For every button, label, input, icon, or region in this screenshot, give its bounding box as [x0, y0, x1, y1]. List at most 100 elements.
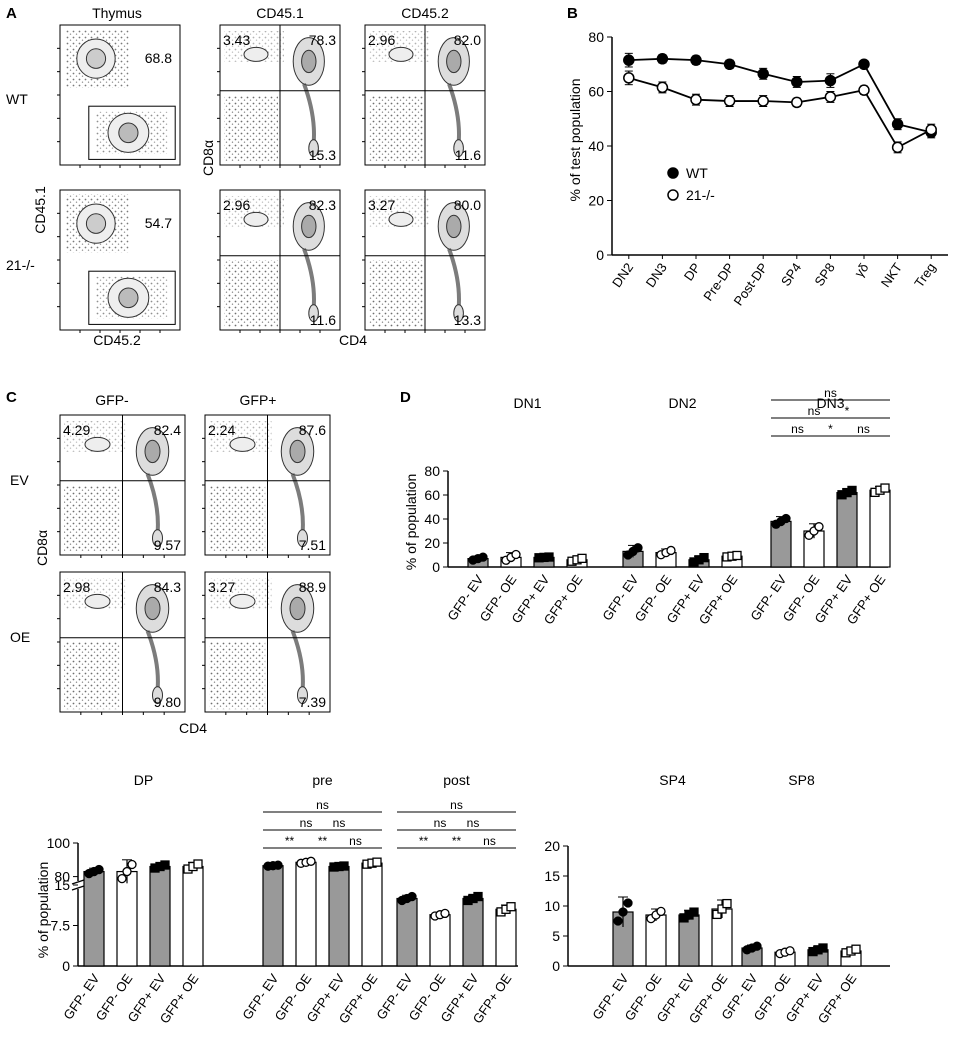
chart-d-bl-sig-label: ns [300, 816, 313, 830]
flow-quad-ur-value: 82.0 [454, 32, 481, 48]
panel-label-a: A [6, 5, 17, 22]
chart-b-point [858, 58, 870, 70]
flow-c-quad-r0c0-cluster-sp4 [152, 529, 163, 548]
chart-d-top-ytick-label: 20 [424, 535, 440, 551]
chart-b-legend-marker [667, 189, 679, 201]
panel-a-xlabel-cd452: CD45.2 [93, 332, 141, 348]
flow-a-thymus-r0-cluster-upper-core [85, 48, 107, 69]
flow-a-quad-r1c2-cluster-sp8 [388, 211, 414, 227]
flow-a-quad-r0c2-scatter-dn [369, 95, 423, 163]
flow-a-quad-r0c2-cluster-sp4 [453, 139, 464, 158]
chart-b-series-line-0 [628, 57, 932, 134]
panel-c-row-label-oe: OE [10, 629, 30, 645]
chart-d-bl-bar [396, 897, 418, 967]
flow-a-thymus-r0: 68.8 [57, 24, 181, 168]
chart-d-top-dot [544, 552, 554, 562]
chart-d-bl-bar [295, 861, 317, 967]
chart-d-bl-bar [495, 908, 517, 967]
flow-a-quad-r0c2-cluster-sp8 [388, 46, 414, 62]
chart-d-br-dot [722, 898, 732, 909]
flow-a-quad-r0c1-tail-sp4 [302, 83, 316, 145]
flow-a-quad-r1c1-cluster-dp-core [301, 214, 317, 239]
flow-c-quad-r0c0-cluster-dp-core [144, 439, 161, 464]
chart-b-ytick-label: 40 [588, 138, 604, 154]
flow-c-quad-r1c1-cluster-dp-core [289, 596, 306, 621]
chart-d-top-sig-label: ns [857, 422, 870, 436]
chart-d-bl-sig-label: ** [452, 834, 462, 848]
chart-d-top-dot [478, 552, 488, 562]
chart-d-br-dot [613, 916, 623, 926]
chart-b-point [723, 58, 736, 70]
panel-a-plots: 68.8 3.43 78.3 15.3 2.96 82.0 11.6 54.7 2.96 82.3… [57, 24, 486, 333]
chart-d-top-sig-label: * [828, 422, 833, 436]
chart-d-br-ytick-label: 15 [544, 868, 560, 884]
flow-a-quad-r1c2: 3.27 80.0 13.3 [362, 189, 486, 333]
panel-c-xlabel-cd4: CD4 [179, 720, 207, 736]
chart-d-bl-ytick-label: 7.5 [51, 918, 71, 934]
chart-b-point [791, 76, 803, 88]
chart-d-top-dot [666, 545, 676, 556]
flow-a-thymus-r0-cluster-lower-core [118, 122, 139, 144]
chart-d-br-ytick-label: 5 [552, 928, 560, 944]
chart-d-bl-sig-label: ns [316, 798, 329, 812]
flow-quad-ur-value: 84.3 [154, 579, 181, 595]
chart-d-top-sig-label: ns [808, 404, 821, 418]
panel-a-row-label-wt: WT [6, 91, 28, 107]
chart-d-top-dot [847, 485, 857, 496]
flow-c-quad-r1c0-scatter-dn [64, 642, 121, 710]
panel-c-ylabel-cd8a: CD8α [34, 530, 50, 566]
flow-c-quad-r1c0-cluster-dp-core [144, 596, 161, 621]
panel-a-ylabel-cd451: CD45.1 [32, 186, 48, 234]
chart-d-bl-axis-break [71, 885, 85, 891]
chart-b-ytick-label: 0 [596, 247, 604, 263]
flow-a-quad-r1c1-cluster-sp4 [308, 304, 319, 323]
chart-d-top-ytick-label: 80 [424, 463, 440, 479]
chart-d-br-group-title: SP8 [788, 772, 815, 788]
chart-b-series-line-1 [628, 77, 932, 149]
chart-b-legend-marker [667, 167, 679, 179]
flow-a-quad-r0c1-cluster-sp8 [243, 46, 269, 62]
chart-d-top-dot [699, 552, 709, 563]
flow-c-quad-r0c1: 2.24 87.6 7.51 [202, 414, 331, 558]
chart-d-bl-dot [273, 860, 283, 870]
chart-d-bl-ytick-label: 100 [47, 835, 71, 851]
chart-b-xtick-label: γδ [851, 260, 871, 280]
chart-d-top-ylabel: % of population [403, 474, 419, 571]
chart-b-xtick-label: SP4 [778, 260, 804, 289]
flow-a-quad-r0c1: 3.43 78.3 15.3 [217, 24, 341, 168]
flow-a-quad-r1c1: 2.96 82.3 11.6 [217, 189, 341, 333]
flow-c-quad-r1c1-scatter-dn [209, 642, 266, 710]
chart-b-point [623, 72, 635, 84]
chart-b-point [656, 81, 669, 94]
flow-quad-ur-value: 82.4 [154, 422, 181, 438]
panel-a-row-label-ko: 21-/- [6, 257, 35, 273]
chart-d-bl-dot [306, 856, 316, 866]
flow-c-quad-r1c1-cluster-sp8 [229, 593, 256, 609]
chart-d-top-ytick-label: 60 [424, 487, 440, 503]
chart-d-bl-axis-break [71, 879, 85, 885]
chart-d-bl-ytick-label: 15 [54, 877, 70, 893]
panel-c-col-title-gfppos: GFP+ [240, 392, 277, 408]
chart-b-point [791, 96, 803, 109]
chart-d-bl-sig-label: ns [483, 834, 496, 848]
chart-d-bl-bar [149, 865, 171, 967]
chart-d-top-dot [781, 513, 791, 524]
flow-c-quad-r1c1-tail-sp4 [290, 630, 305, 692]
panel-a-col-title-cd451: CD45.1 [256, 5, 304, 21]
chart-b-point [824, 74, 837, 87]
chart-d-top-dot [880, 483, 890, 493]
flow-c-quad-r1c0-cluster-sp8 [84, 593, 111, 609]
chart-d-br-dot [712, 909, 722, 920]
flow-a-quad-r1c2-scatter-dn [369, 260, 423, 328]
chart-d-bl-group-title: DP [134, 772, 153, 788]
chart-d-br-ytick-label: 0 [552, 958, 560, 974]
chart-d-top-ytick-label: 40 [424, 511, 440, 527]
flow-a-quad-r0c1-cluster-dp-core [301, 49, 317, 74]
panel-label-c: C [6, 389, 17, 406]
chart-d-br-ytick-label: 10 [544, 898, 560, 914]
chart-b-point [690, 93, 702, 106]
flow-quad-ul-value: 2.96 [223, 197, 250, 213]
flow-quad-ul-value: 4.29 [63, 422, 90, 438]
